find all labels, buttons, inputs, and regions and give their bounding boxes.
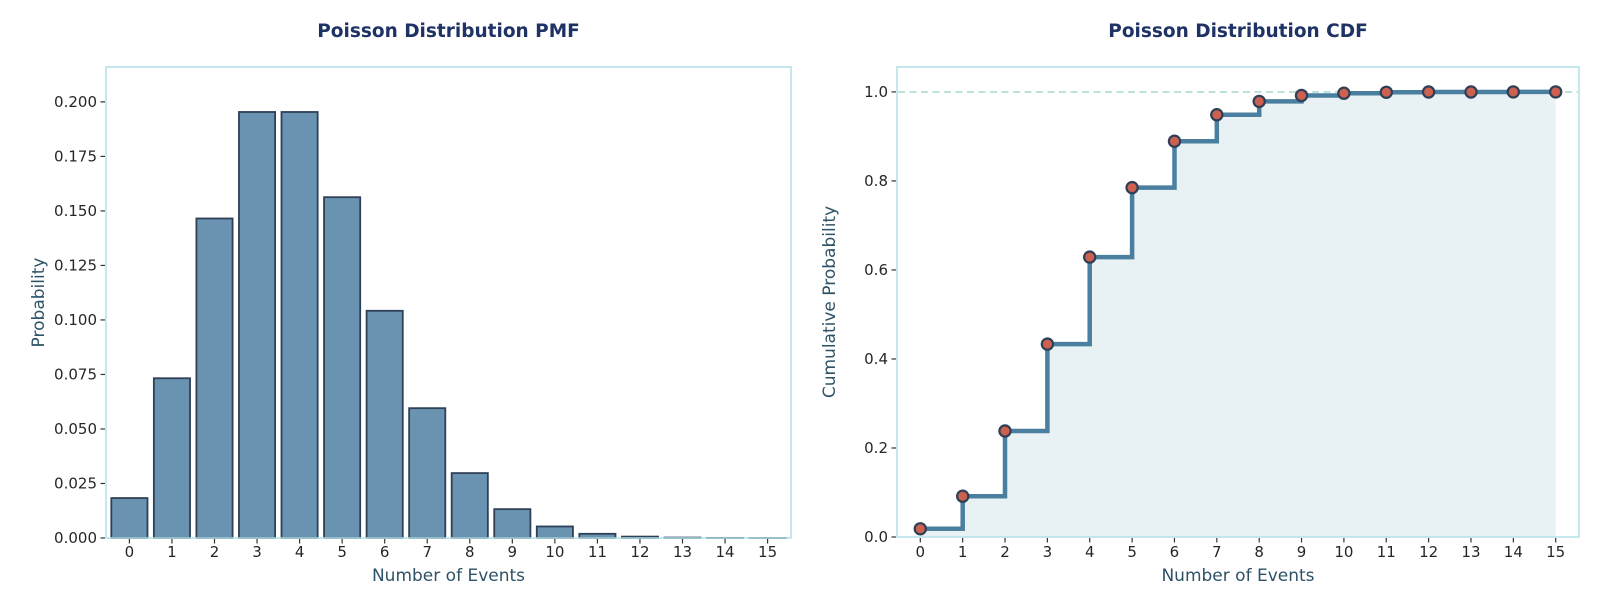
cdf-markers: [913, 85, 1563, 536]
y-tick-label: 0.8: [864, 172, 888, 190]
x-tick-label: 12: [630, 543, 649, 561]
x-tick-label: 1: [958, 543, 968, 561]
pmf-bars: [110, 111, 787, 539]
cdf-area-fill: [920, 91, 1556, 538]
pmf-bar: [365, 309, 404, 539]
pmf-bar: [450, 472, 489, 539]
pmf-bar: [238, 111, 277, 539]
y-axis-label: Cumulative Probability: [820, 206, 840, 398]
x-tick-label: 0: [916, 543, 926, 561]
y-tick-label: 0.025: [54, 475, 97, 493]
x-tick-label: 6: [1170, 543, 1180, 561]
x-tick-label: 0: [125, 543, 135, 561]
axes-frame: [105, 66, 792, 539]
x-tick-label: 15: [1546, 543, 1565, 561]
y-tick-label: 0.0: [864, 528, 888, 546]
x-tick-label: 6: [380, 543, 390, 561]
cdf-marker: [1082, 250, 1097, 264]
y-tick-label: 0.050: [54, 420, 97, 438]
x-tick-label: 5: [337, 543, 347, 561]
y-tick-label: 0.2: [864, 439, 888, 457]
x-tick-label: 7: [422, 543, 432, 561]
x-tick-label: 4: [295, 543, 305, 561]
chart-title: Poisson Distribution CDF: [1108, 21, 1367, 42]
cdf-marker: [1379, 85, 1394, 100]
y-axis-label: Probability: [29, 258, 49, 348]
x-tick-label: 1: [167, 543, 177, 561]
x-tick-label: 14: [716, 543, 735, 561]
cdf-marker: [1548, 85, 1563, 99]
y-tick-label: 0.200: [54, 93, 97, 111]
pmf-bar: [110, 497, 149, 539]
x-tick-label: 10: [1334, 543, 1353, 561]
y-tick-label: 0.000: [54, 529, 97, 547]
y-tick-label: 0.125: [54, 257, 97, 275]
pmf-bar: [408, 407, 447, 539]
pmf-bar: [280, 111, 319, 539]
y-tick-label: 0.075: [54, 366, 97, 384]
x-tick-label: 7: [1212, 543, 1222, 561]
x-tick-label: 13: [1461, 543, 1480, 561]
cdf-marker: [1464, 85, 1478, 99]
cdf-marker: [956, 489, 970, 503]
cdf-marker: [1252, 94, 1266, 109]
y-tick-label: 1.0: [864, 83, 888, 101]
x-tick-label: 8: [1254, 543, 1264, 561]
y-tick-label: 0.150: [54, 202, 97, 220]
pmf-bar: [493, 508, 532, 539]
cdf-marker: [1506, 85, 1521, 99]
cdf-marker: [913, 522, 928, 536]
x-tick-label: 12: [1419, 543, 1438, 561]
x-tick-label: 5: [1127, 543, 1137, 561]
pmf-bar: [323, 196, 362, 539]
y-tick-label: 0.6: [864, 261, 888, 279]
y-tick-label: 0.100: [54, 311, 97, 329]
pmf-bar: [152, 377, 191, 539]
axes-frame: [896, 66, 1580, 538]
x-tick-label: 2: [1000, 543, 1010, 561]
x-tick-label: 11: [588, 543, 607, 561]
x-axis-label: Number of Events: [372, 566, 525, 586]
x-tick-label: 3: [1043, 543, 1053, 561]
cdf-marker: [1125, 180, 1139, 195]
x-tick-label: 13: [673, 543, 692, 561]
cdf-marker: [998, 424, 1012, 438]
x-tick-label: 4: [1085, 543, 1095, 561]
cdf-marker: [1040, 337, 1055, 351]
x-tick-label: 15: [758, 543, 777, 561]
x-tick-label: 10: [545, 543, 564, 561]
cdf-marker: [1294, 88, 1309, 103]
chart-title: Poisson Distribution PMF: [317, 21, 580, 42]
x-tick-label: 8: [465, 543, 475, 561]
x-tick-label: 11: [1377, 543, 1396, 561]
pmf-bar: [535, 525, 574, 539]
x-tick-label: 3: [252, 543, 262, 561]
cdf-marker: [1167, 134, 1182, 148]
cdf-marker: [1337, 86, 1351, 100]
y-tick-label: 0.4: [864, 350, 888, 368]
cdf-plot: 0 1 2 3 4 5 6 7 8 9 10 11 12 13 14 150.00.20.40.60.81.0…: [820, 21, 1580, 586]
x-tick-label: 9: [508, 543, 518, 561]
x-tick-label: 14: [1504, 543, 1523, 561]
pmf-bar: [195, 217, 234, 539]
x-tick-label: 9: [1297, 543, 1307, 561]
x-axis-label: Number of Events: [1161, 566, 1314, 586]
pmf-plot: 0 1 2 3 4 5 6 7 8 9 10 11 12 13 14 150.0000.0250.0500.0…: [29, 21, 792, 586]
cdf-marker: [1210, 107, 1224, 122]
cdf-marker: [1421, 85, 1436, 99]
y-tick-label: 0.175: [54, 148, 97, 166]
x-tick-label: 2: [210, 543, 220, 561]
